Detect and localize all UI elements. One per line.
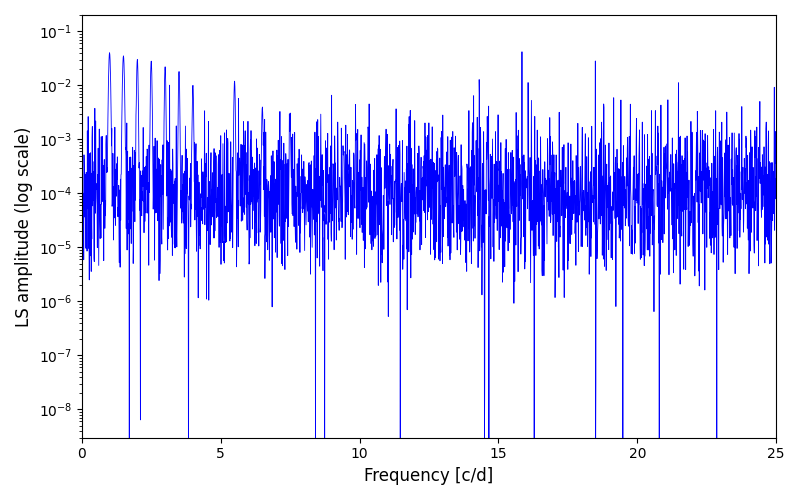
Y-axis label: LS amplitude (log scale): LS amplitude (log scale) — [15, 126, 33, 326]
X-axis label: Frequency [c/d]: Frequency [c/d] — [364, 467, 494, 485]
